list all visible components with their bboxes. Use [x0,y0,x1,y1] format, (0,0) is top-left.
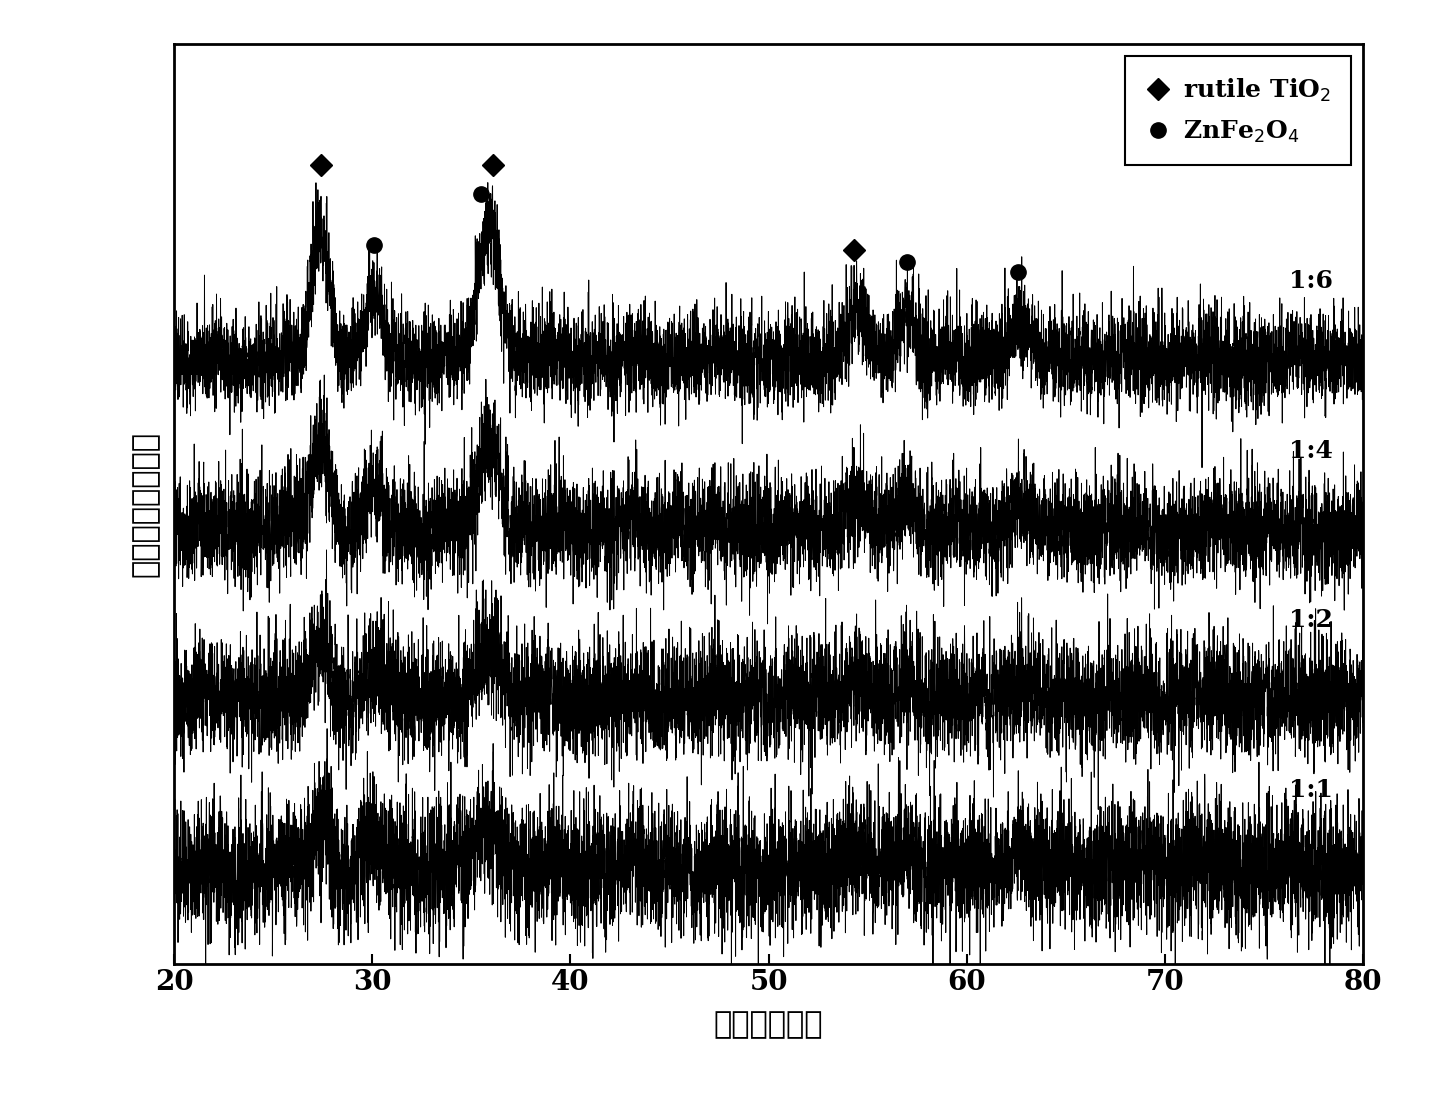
Text: 1:6: 1:6 [1289,270,1334,294]
Legend: rutile TiO$_2$, ZnFe$_2$O$_4$: rutile TiO$_2$, ZnFe$_2$O$_4$ [1125,56,1350,164]
Text: 1:2: 1:2 [1289,608,1334,632]
X-axis label: 赍射角（度）: 赍射角（度） [713,1011,824,1039]
Y-axis label: 强度（任意单位）: 强度（任意单位） [130,431,160,578]
Text: 1:1: 1:1 [1289,778,1334,802]
Text: 1:4: 1:4 [1289,438,1334,463]
